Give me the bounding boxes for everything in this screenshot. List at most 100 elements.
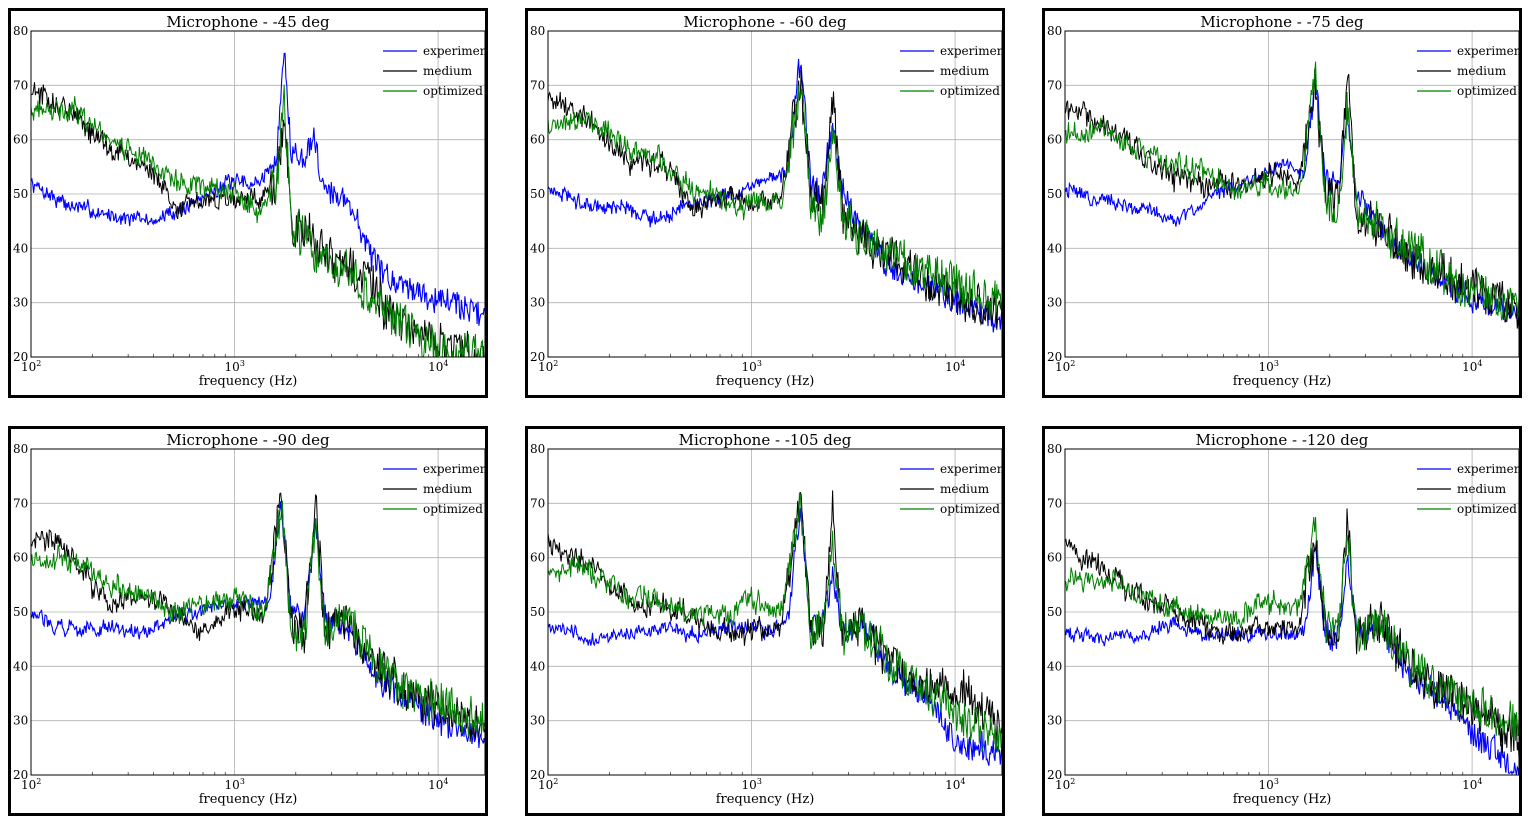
legend-label: optimized — [423, 502, 483, 516]
grid — [1064, 448, 1519, 776]
x-axis-label: frequency (Hz) — [198, 792, 298, 807]
x-axis-label: frequency (Hz) — [715, 792, 815, 807]
y-tick-label: 80 — [1047, 442, 1062, 456]
x-tick-label: 103 — [742, 777, 762, 792]
x-axis-label: frequency (Hz) — [198, 374, 298, 389]
series-line-experimen — [548, 58, 1002, 333]
series-line-optimized — [548, 492, 1002, 753]
series-lines — [548, 58, 1002, 333]
x-tick-label: 102 — [538, 777, 558, 792]
plot-area: 20 30 40 50 60 70 80 102 103 104 experimen medium op… — [1047, 442, 1519, 792]
plot-area: 20 30 40 50 60 70 80 102 103 104 experimen medium op… — [13, 442, 485, 792]
legend-label: medium — [1457, 482, 1507, 496]
y-tick-label: 80 — [13, 442, 28, 456]
y-tick-label: 30 — [1047, 296, 1062, 310]
y-tick-label: 30 — [530, 714, 545, 728]
plot-area: 20 30 40 50 60 70 80 102 103 104 experimen medium op… — [13, 24, 485, 374]
y-tick-label: 30 — [530, 296, 545, 310]
legend-label: experimen — [940, 44, 1002, 58]
chart-title: Microphone - -120 deg — [1195, 431, 1369, 449]
y-tick-label: 80 — [530, 442, 545, 456]
series-lines — [31, 492, 485, 749]
legend-label: medium — [940, 482, 990, 496]
y-tick-label: 30 — [13, 714, 28, 728]
x-tick-label: 103 — [1259, 777, 1279, 792]
series-lines — [31, 52, 485, 357]
plot-area: 20 30 40 50 60 70 80 102 103 104 experimen medium op… — [1047, 24, 1519, 374]
y-tick-label: 20 — [13, 350, 28, 364]
x-tick-label: 103 — [1259, 359, 1279, 374]
legend-label: optimized — [1457, 502, 1517, 516]
legend-label: experimen — [423, 44, 485, 58]
series-line-experimen — [31, 501, 485, 749]
legend: experimen medium optimized — [900, 462, 1002, 516]
y-tick-label: 60 — [530, 551, 545, 565]
chart-title: Microphone - -60 deg — [683, 13, 847, 31]
series-line-medium — [548, 490, 1002, 741]
x-tick-label: 104 — [945, 777, 965, 792]
series-line-medium — [548, 70, 1002, 330]
chart-title: Microphone - -45 deg — [166, 13, 330, 31]
series-lines — [1065, 61, 1519, 331]
legend-label: experimen — [1457, 44, 1519, 58]
axes-frame — [547, 448, 1002, 776]
legend-label: experimen — [423, 462, 485, 476]
series-line-optimized — [1065, 516, 1519, 741]
x-tick-label: 102 — [1055, 359, 1075, 374]
chart-panel-mic-75: Microphone - -75 deg 20 30 40 50 60 70 80 102 10… — [1042, 8, 1522, 398]
x-tick-label: 103 — [225, 777, 245, 792]
axes-frame — [30, 448, 485, 776]
y-tick-label: 70 — [530, 78, 545, 92]
legend-label: medium — [423, 64, 473, 78]
x-axis-label: frequency (Hz) — [715, 374, 815, 389]
chart-panel-mic-120: Microphone - -120 deg 20 30 40 50 60 70 80 102 1… — [1042, 426, 1522, 816]
y-tick-label: 30 — [13, 296, 28, 310]
chart-panel-mic-60: Microphone - -60 deg 20 30 40 50 60 70 80 102 10… — [525, 8, 1005, 398]
y-tick-label: 50 — [13, 187, 28, 201]
legend-label: medium — [1457, 64, 1507, 78]
y-tick-label: 70 — [530, 496, 545, 510]
y-tick-label: 20 — [530, 350, 545, 364]
chart-panel-mic-105: Microphone - -105 deg 20 30 40 50 60 70 80 102 1… — [525, 426, 1005, 816]
x-tick-label: 102 — [21, 359, 41, 374]
legend: experimen medium optimized — [383, 462, 485, 516]
y-tick-label: 50 — [530, 187, 545, 201]
y-tick-label: 80 — [13, 24, 28, 38]
x-tick-label: 102 — [21, 777, 41, 792]
x-tick-label: 104 — [428, 777, 448, 792]
x-tick-label: 102 — [538, 359, 558, 374]
y-tick-label: 40 — [13, 659, 28, 673]
x-tick-label: 103 — [225, 359, 245, 374]
y-tick-label: 50 — [1047, 187, 1062, 201]
chart-title: Microphone - -105 deg — [678, 431, 852, 449]
legend-label: optimized — [940, 502, 1000, 516]
legend: experimen medium optimized — [900, 44, 1002, 98]
y-tick-label: 50 — [1047, 605, 1062, 619]
series-line-medium — [1065, 508, 1519, 758]
legend-label: optimized — [1457, 84, 1517, 98]
series-lines — [1065, 508, 1519, 775]
y-tick-label: 80 — [530, 24, 545, 38]
x-tick-label: 104 — [428, 359, 448, 374]
x-tick-label: 103 — [742, 359, 762, 374]
legend-label: optimized — [940, 84, 1000, 98]
y-tick-label: 20 — [13, 768, 28, 782]
y-tick-label: 20 — [1047, 768, 1062, 782]
x-axis-label: frequency (Hz) — [1232, 792, 1332, 807]
x-axis-label: frequency (Hz) — [1232, 374, 1332, 389]
chart-panel-mic-90: Microphone - -90 deg 20 30 40 50 60 70 80 102 10… — [8, 426, 488, 816]
y-tick-label: 20 — [530, 768, 545, 782]
series-line-experimen — [1065, 546, 1519, 775]
legend-label: experimen — [1457, 462, 1519, 476]
y-tick-label: 80 — [1047, 24, 1062, 38]
series-line-experimen — [548, 508, 1002, 766]
chart-panel-mic-45: Microphone - -45 deg 20 30 40 50 60 70 80 102 10… — [8, 8, 488, 398]
y-tick-label: 70 — [1047, 78, 1062, 92]
y-tick-label: 40 — [1047, 659, 1062, 673]
y-tick-label: 60 — [1047, 133, 1062, 147]
legend-label: experimen — [940, 462, 1002, 476]
y-tick-label: 40 — [530, 659, 545, 673]
chart-title: Microphone - -90 deg — [166, 431, 330, 449]
series-line-medium — [31, 82, 485, 357]
axes-frame — [1064, 30, 1519, 358]
